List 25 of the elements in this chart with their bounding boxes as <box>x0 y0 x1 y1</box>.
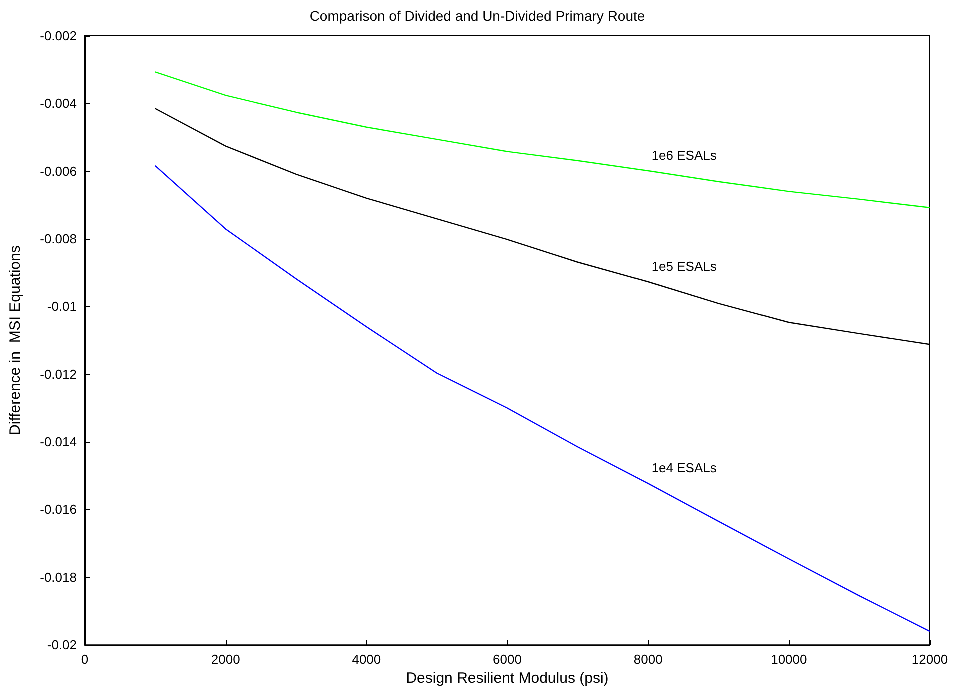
y-tick-label: -0.018 <box>40 570 77 585</box>
x-tick-label: 6000 <box>493 652 522 668</box>
x-axis-title: Design Resilient Modulus (psi) <box>406 670 609 687</box>
y-tick-label: -0.01 <box>47 299 77 314</box>
y-tick-label: -0.004 <box>40 96 77 112</box>
line-series <box>154 72 931 208</box>
series-label: 1e4 ESALs <box>652 460 718 476</box>
x-tick-label: 10000 <box>771 652 808 668</box>
y-tick-label: -0.002 <box>40 28 77 44</box>
y-tick-label: -0.008 <box>40 232 77 247</box>
x-tick-label: 4000 <box>352 652 382 668</box>
chart-title: Comparison of Divided and Un-Divided Primary Route <box>310 8 646 24</box>
y-tick-label: -0.006 <box>40 164 77 179</box>
y-tick-label: -0.014 <box>40 434 77 450</box>
y-tick-label: -0.012 <box>40 366 77 382</box>
series-label: 1e6 ESALs <box>652 148 718 164</box>
y-axis-title: Difference in MSI Equations <box>7 246 24 436</box>
line-series <box>154 165 931 632</box>
x-tick-label: 12000 <box>912 652 948 668</box>
x-tick-label: 0 <box>81 652 89 668</box>
y-tick-label: -0.02 <box>47 638 77 653</box>
x-tick-label: 8000 <box>634 652 663 668</box>
series-label: 1e5 ESALs <box>652 259 718 274</box>
x-tick-label: 2000 <box>211 652 240 668</box>
y-tick-label: -0.016 <box>40 502 77 518</box>
